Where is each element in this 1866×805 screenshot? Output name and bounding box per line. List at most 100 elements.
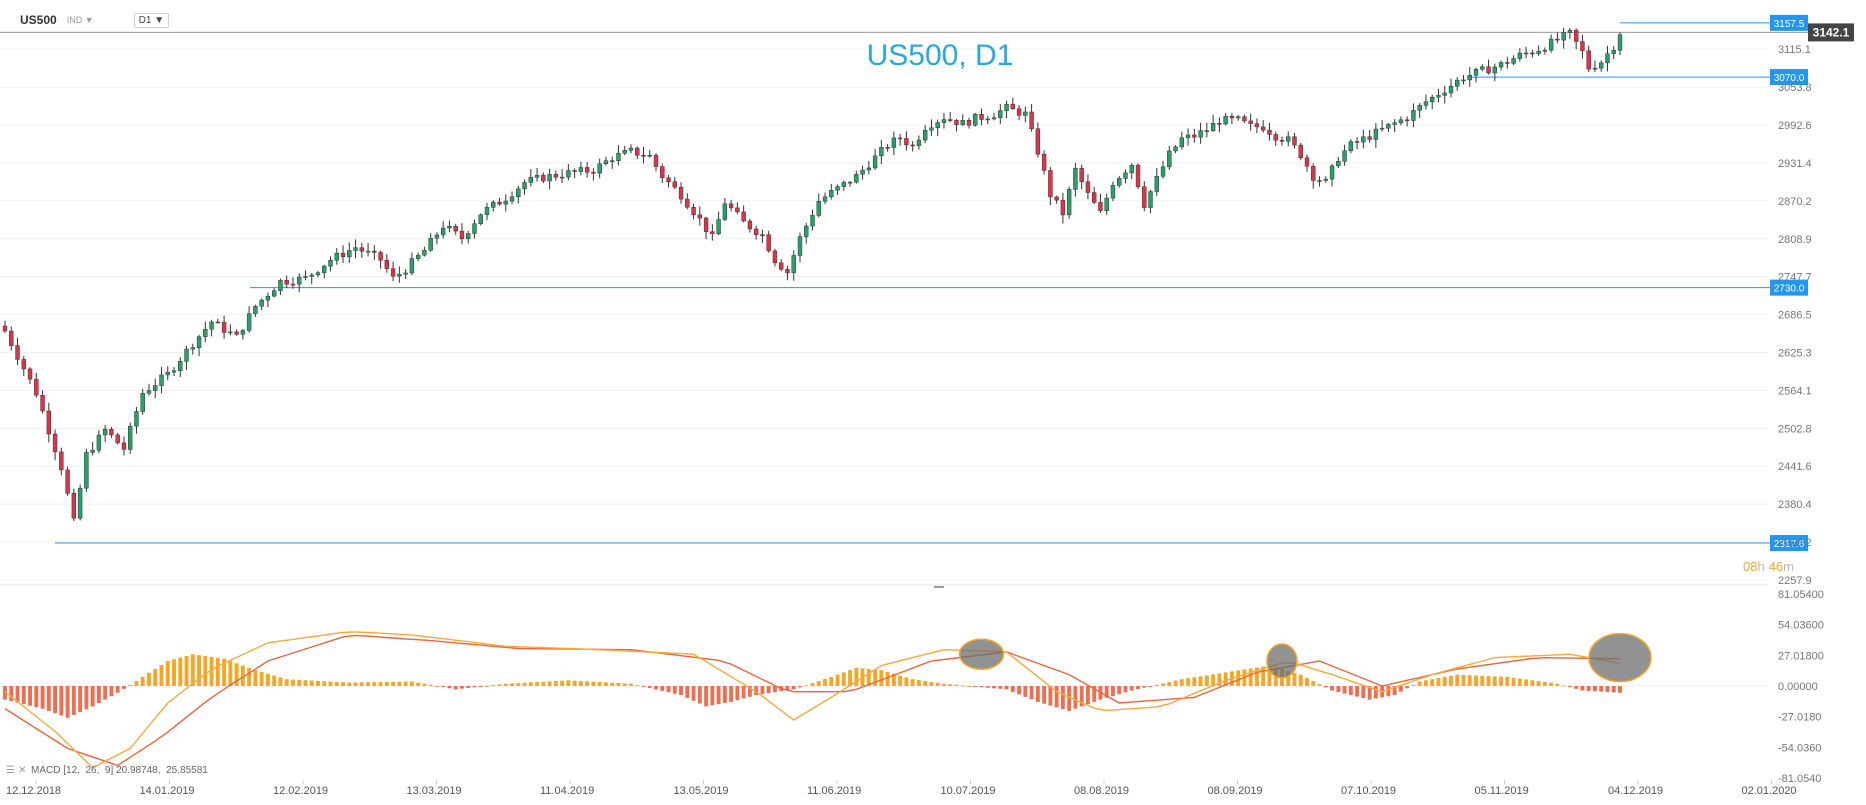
candle-body xyxy=(766,234,771,252)
macd-histogram-bar xyxy=(215,657,220,686)
macd-histogram-bar xyxy=(497,684,502,686)
symbol-name[interactable]: US500 xyxy=(20,13,57,27)
macd-histogram-bar xyxy=(1173,680,1178,686)
countdown-hours-unit: h xyxy=(1757,559,1764,574)
macd-histogram-bar xyxy=(1567,686,1572,688)
macd-histogram-bar xyxy=(1386,686,1391,697)
level-tag xyxy=(1770,14,1808,31)
macd-histogram-bar xyxy=(1204,675,1209,686)
candle-body xyxy=(822,196,828,202)
candle-body xyxy=(860,169,865,175)
macd-tick-label: 0.00000 xyxy=(1778,681,1818,693)
price-tick-label: 2992.6 xyxy=(1778,120,1812,132)
macd-histogram-bar xyxy=(747,686,752,697)
macd-histogram-bar xyxy=(823,679,827,686)
macd-histogram-bar xyxy=(159,665,164,686)
macd-histogram-bar xyxy=(259,671,264,686)
candle-body xyxy=(447,226,452,229)
macd-histogram-bar xyxy=(40,686,45,709)
macd-histogram-bar xyxy=(879,670,884,686)
macd-histogram-bar xyxy=(1599,686,1604,692)
symbol-toolbar: US500 IND ▼ D1 ▼ xyxy=(0,0,170,40)
candle-body xyxy=(966,120,972,126)
macd-histogram-bar xyxy=(1254,667,1259,686)
macd-histogram-bar xyxy=(973,686,978,687)
macd-histogram-bar xyxy=(1348,686,1353,696)
candle-body xyxy=(1073,167,1078,190)
legend-icon[interactable]: ☰ xyxy=(6,765,15,776)
candle-body xyxy=(284,280,289,285)
candle-body xyxy=(685,198,690,208)
candle-body xyxy=(322,265,327,273)
candle-body xyxy=(672,181,677,188)
candle-body xyxy=(77,487,83,519)
macd-histogram-bar xyxy=(1424,680,1428,686)
macd-histogram-bar xyxy=(1136,686,1140,690)
candle-body xyxy=(647,155,652,157)
candle-body xyxy=(1336,161,1341,167)
level-tag xyxy=(1770,535,1808,552)
macd-histogram-bar xyxy=(1342,686,1347,694)
candle-body xyxy=(1304,157,1310,167)
macd-histogram-bar xyxy=(247,667,252,686)
macd-histogram-bar xyxy=(1261,666,1266,686)
macd-legend-name: MACD xyxy=(31,765,60,776)
macd-histogram-bar xyxy=(1236,670,1241,686)
macd-histogram-bar xyxy=(635,685,640,687)
candle-body xyxy=(678,186,684,200)
candle-body xyxy=(259,299,264,307)
candle-body xyxy=(1117,178,1122,186)
close-icon[interactable]: ✕ xyxy=(18,765,26,776)
macd-histogram-bar xyxy=(610,682,615,686)
macd-histogram-bar xyxy=(372,682,377,686)
macd-histogram-bar xyxy=(1492,676,1497,686)
macd-histogram-bar xyxy=(134,680,139,686)
candle-body xyxy=(603,160,609,164)
candle-body xyxy=(835,186,840,191)
candle-body xyxy=(21,359,26,370)
macd-histogram-bar xyxy=(115,686,120,693)
candle-body xyxy=(1536,51,1541,54)
macd-histogram-bar xyxy=(234,663,239,686)
macd-histogram-bar xyxy=(948,684,953,686)
price-tick-label: 2257.9 xyxy=(1778,575,1812,587)
timeframe-select[interactable]: D1 ▼ xyxy=(133,12,170,28)
date-tick-label: 10.07.2019 xyxy=(941,785,996,797)
macd-histogram-bar xyxy=(441,686,446,688)
candle-body xyxy=(1135,164,1141,187)
macd-legend-signal: 25.85581 xyxy=(166,765,208,776)
macd-histogram-bar xyxy=(547,681,552,686)
macd-histogram-bar xyxy=(647,686,652,688)
macd-histogram-bar xyxy=(979,686,984,688)
macd-histogram-bar xyxy=(240,665,245,686)
panel-resize-handle[interactable] xyxy=(934,586,944,588)
macd-histogram-bar xyxy=(1123,686,1128,693)
macd-histogram-bar xyxy=(366,682,371,686)
date-tick-label: 05.11.2019 xyxy=(1475,785,1529,797)
candle-body xyxy=(209,321,214,330)
candle-body xyxy=(1204,130,1210,132)
candle-body xyxy=(1016,108,1022,116)
candle-body xyxy=(353,247,358,251)
candle-body xyxy=(1167,150,1172,168)
macd-histogram-bar xyxy=(1111,686,1115,696)
macd-histogram-bar xyxy=(716,686,721,705)
macd-histogram-bar xyxy=(1542,682,1547,686)
macd-histogram-bar xyxy=(1611,686,1616,693)
price-tick-label: 2625.3 xyxy=(1778,347,1812,359)
macd-histogram-bar xyxy=(1211,674,1216,686)
macd-histogram-bar xyxy=(209,656,214,686)
candle-body xyxy=(422,249,427,256)
date-tick-label: 04.12.2019 xyxy=(1608,785,1663,797)
candle-body xyxy=(1185,134,1191,139)
macd-histogram-bar xyxy=(729,686,734,702)
macd-histogram-bar xyxy=(478,686,483,687)
macd-histogram-bar xyxy=(316,680,320,686)
instrument-type-label[interactable]: IND ▼ xyxy=(66,15,94,25)
candle-body xyxy=(328,260,333,267)
candle-body xyxy=(691,207,696,216)
candle-body xyxy=(159,374,164,386)
macd-histogram-bar xyxy=(65,686,70,718)
